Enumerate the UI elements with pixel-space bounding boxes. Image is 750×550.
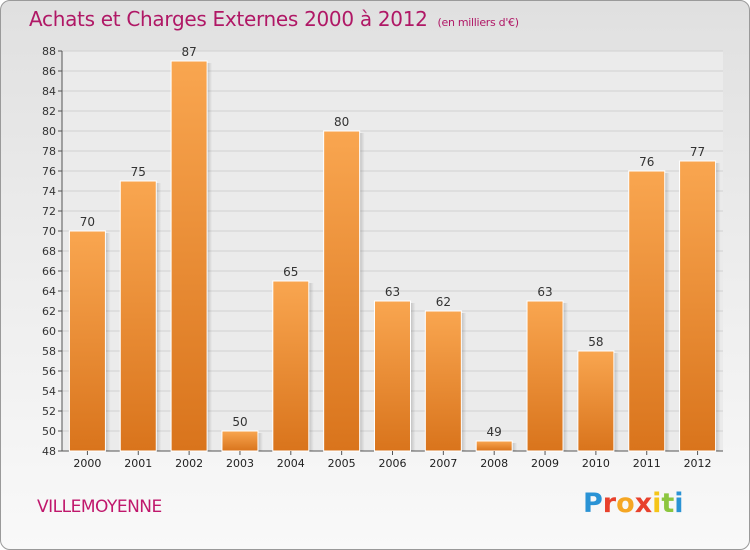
x-tick-label: 2001	[124, 457, 152, 470]
x-tick-label: 2000	[73, 457, 101, 470]
bar	[119, 180, 157, 452]
y-tick-label: 80	[42, 125, 56, 138]
logo-letter: i	[652, 488, 662, 519]
x-tick-label: 2004	[277, 457, 305, 470]
bar-shadow	[410, 303, 416, 451]
bar-value-label: 50	[232, 415, 247, 429]
bar	[628, 170, 666, 452]
x-tick-label: 2011	[633, 457, 661, 470]
logo-letter: r	[602, 488, 617, 519]
y-tick-label: 88	[42, 45, 56, 58]
y-tick-label: 58	[42, 345, 56, 358]
y-tick-label: 48	[42, 445, 56, 458]
y-tick-label: 62	[42, 305, 56, 318]
y-tick-label: 72	[42, 205, 56, 218]
bar	[374, 300, 411, 452]
bar-shadow	[207, 63, 213, 451]
y-tick-label: 70	[42, 225, 56, 238]
y-tick-label: 86	[42, 65, 56, 78]
bar	[475, 440, 513, 452]
logo-letter: o	[616, 488, 635, 519]
bar-value-label: 62	[436, 295, 451, 309]
proxiti-logo: Proxiti	[583, 488, 684, 519]
y-tick-label: 68	[42, 245, 56, 258]
bar-value-label: 65	[283, 265, 298, 279]
x-tick-label: 2009	[531, 457, 559, 470]
bar	[577, 350, 615, 452]
bar-value-label: 87	[181, 45, 196, 59]
city-name: VILLEMOYENNE	[37, 497, 162, 517]
logo-letter: i	[674, 488, 684, 519]
bar-shadow	[308, 283, 314, 451]
y-tick-label: 50	[42, 425, 56, 438]
x-tick-label: 2005	[328, 457, 356, 470]
bar-shadow	[105, 233, 111, 451]
chart-subtitle: (en milliers d'€)	[437, 16, 519, 29]
bar-shadow	[715, 163, 721, 451]
bar	[170, 60, 208, 452]
bar-value-label: 58	[588, 335, 603, 349]
bar	[679, 160, 717, 452]
y-tick-label: 74	[42, 185, 56, 198]
bar	[323, 130, 361, 452]
bar-shadow	[359, 133, 365, 451]
x-tick-label: 2007	[429, 457, 457, 470]
bar	[424, 310, 462, 452]
bar-shadow	[664, 173, 670, 451]
bar-value-label: 49	[487, 425, 502, 439]
y-tick-label: 76	[42, 165, 56, 178]
bar	[526, 300, 564, 452]
bar-value-label: 63	[385, 285, 400, 299]
bar-shadow	[257, 433, 263, 451]
logo-letter: t	[661, 488, 675, 519]
bar	[272, 280, 310, 452]
x-tick-label: 2008	[480, 457, 508, 470]
y-tick-label: 56	[42, 365, 56, 378]
x-tick-label: 2010	[582, 457, 610, 470]
y-tick-label: 52	[42, 405, 56, 418]
y-tick-label: 82	[42, 105, 56, 118]
chart-title: Achats et Charges Externes 2000 à 2012 (e…	[29, 7, 519, 31]
bar	[68, 230, 106, 452]
bar-shadow	[461, 313, 467, 451]
y-tick-label: 84	[42, 85, 56, 98]
bar-shadow	[512, 443, 518, 451]
chart-title-text: Achats et Charges Externes 2000 à 2012	[29, 7, 428, 31]
logo-letter: x	[634, 488, 653, 519]
y-tick-label: 78	[42, 145, 56, 158]
bar-value-label: 77	[690, 145, 705, 159]
x-tick-label: 2002	[175, 457, 203, 470]
y-tick-label: 54	[42, 385, 56, 398]
bar-value-label: 63	[537, 285, 552, 299]
bar-shadow	[613, 353, 619, 451]
bar-value-label: 80	[334, 115, 349, 129]
y-tick-label: 66	[42, 265, 56, 278]
y-tick-label: 64	[42, 285, 56, 298]
x-tick-label: 2012	[684, 457, 712, 470]
y-tick-label: 60	[42, 325, 56, 338]
logo-letter: P	[583, 488, 603, 519]
x-tick-label: 2006	[379, 457, 407, 470]
bar-shadow	[156, 183, 162, 451]
bar-value-label: 76	[639, 155, 654, 169]
bar-shadow	[563, 303, 569, 451]
bar	[221, 430, 259, 452]
bar-value-label: 75	[131, 165, 146, 179]
x-tick-label: 2003	[226, 457, 254, 470]
bar-value-label: 70	[80, 215, 95, 229]
